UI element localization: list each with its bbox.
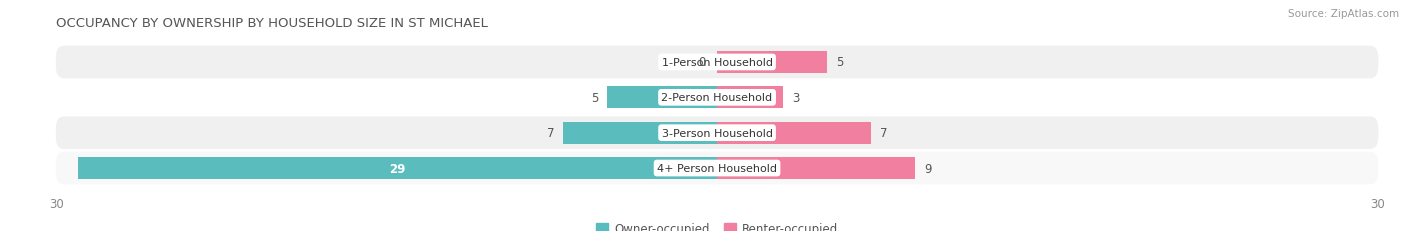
Text: Source: ZipAtlas.com: Source: ZipAtlas.com bbox=[1288, 9, 1399, 19]
Text: 7: 7 bbox=[547, 127, 554, 140]
Legend: Owner-occupied, Renter-occupied: Owner-occupied, Renter-occupied bbox=[592, 217, 842, 231]
Text: 7: 7 bbox=[880, 127, 887, 140]
Bar bbox=[562, 122, 717, 144]
Bar bbox=[717, 157, 915, 179]
Text: 9: 9 bbox=[924, 162, 932, 175]
Text: 3-Person Household: 3-Person Household bbox=[662, 128, 772, 138]
Text: 0: 0 bbox=[699, 56, 706, 69]
Text: 5: 5 bbox=[591, 91, 598, 104]
Text: 3: 3 bbox=[792, 91, 800, 104]
Text: 1-Person Household: 1-Person Household bbox=[662, 58, 772, 68]
Text: OCCUPANCY BY OWNERSHIP BY HOUSEHOLD SIZE IN ST MICHAEL: OCCUPANCY BY OWNERSHIP BY HOUSEHOLD SIZE… bbox=[56, 17, 488, 30]
Bar bbox=[607, 87, 717, 109]
Bar bbox=[79, 157, 717, 179]
FancyBboxPatch shape bbox=[56, 152, 1378, 185]
Bar bbox=[717, 87, 783, 109]
FancyBboxPatch shape bbox=[56, 82, 1378, 114]
Bar bbox=[717, 52, 827, 74]
Bar bbox=[717, 122, 872, 144]
FancyBboxPatch shape bbox=[56, 46, 1378, 79]
Text: 29: 29 bbox=[389, 162, 406, 175]
FancyBboxPatch shape bbox=[56, 117, 1378, 149]
Text: 2-Person Household: 2-Person Household bbox=[661, 93, 773, 103]
Text: 4+ Person Household: 4+ Person Household bbox=[657, 163, 778, 173]
Text: 5: 5 bbox=[837, 56, 844, 69]
